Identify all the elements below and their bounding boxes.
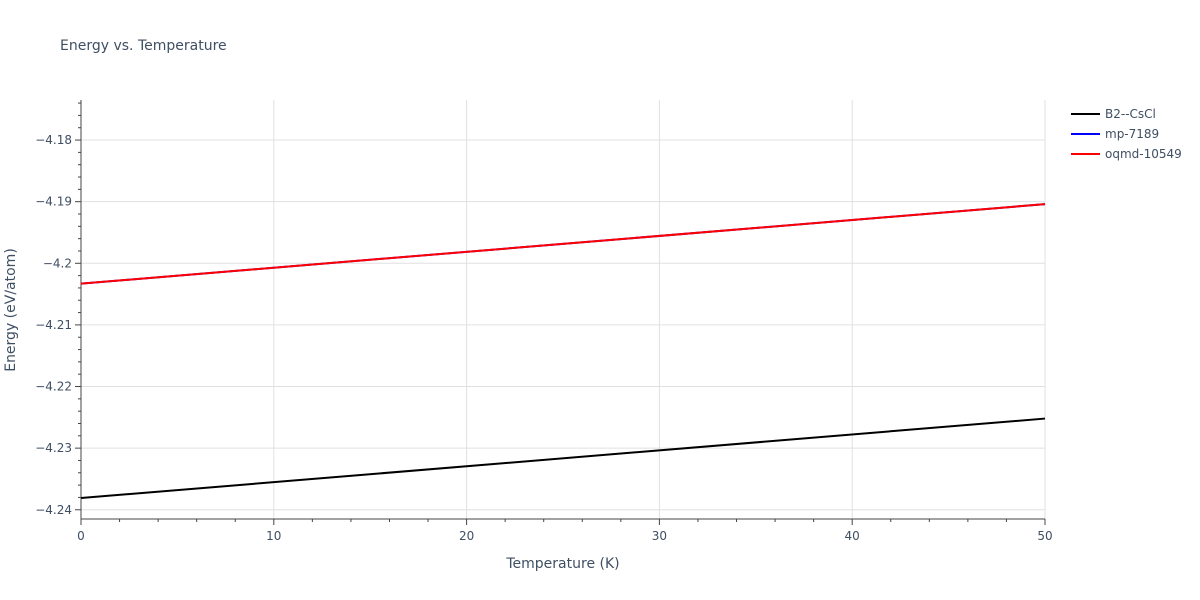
y-tick-label: −4.2 [43,256,72,270]
series-line-b2-cscl [80,417,1046,500]
legend-label: mp-7189 [1105,127,1159,141]
x-tick-label: 50 [1037,529,1052,543]
legend[interactable]: B2--CsCl mp-7189 oqmd-10549 [1071,107,1182,161]
y-tick-label: −4.22 [35,380,72,394]
legend-item[interactable]: oqmd-10549 [1071,147,1182,161]
y-tick-label: −4.23 [35,441,72,455]
y-tick-labels: −4.18 −4.19 −4.2 −4.21 −4.22 −4.23 −4.24 [35,133,72,517]
legend-item[interactable]: mp-7189 [1071,127,1159,141]
y-tick-label: −4.24 [35,503,72,517]
series-lines [80,203,1046,500]
y-tick-label: −4.21 [35,318,72,332]
legend-label: B2--CsCl [1105,107,1156,121]
legend-label: oqmd-10549 [1105,147,1182,161]
x-tick-label: 0 [77,529,85,543]
legend-item[interactable]: B2--CsCl [1071,107,1156,121]
x-tick-label: 40 [845,529,860,543]
y-axis-label: Energy (eV/atom) [3,248,19,372]
series-line-oqmd-10549 [80,203,1046,285]
grid-lines [81,100,1046,519]
y-tick-label: −4.19 [35,195,72,209]
x-axis-label: Temperature (K) [505,556,619,572]
x-tick-label: 10 [266,529,281,543]
x-tick-labels: 0 10 20 30 40 50 [77,529,1052,543]
x-tick-label: 30 [652,529,667,543]
y-tick-label: −4.18 [35,133,72,147]
minor-ticks [75,102,1046,525]
x-tick-label: 20 [459,529,474,543]
chart-title: Energy vs. Temperature [60,38,227,54]
